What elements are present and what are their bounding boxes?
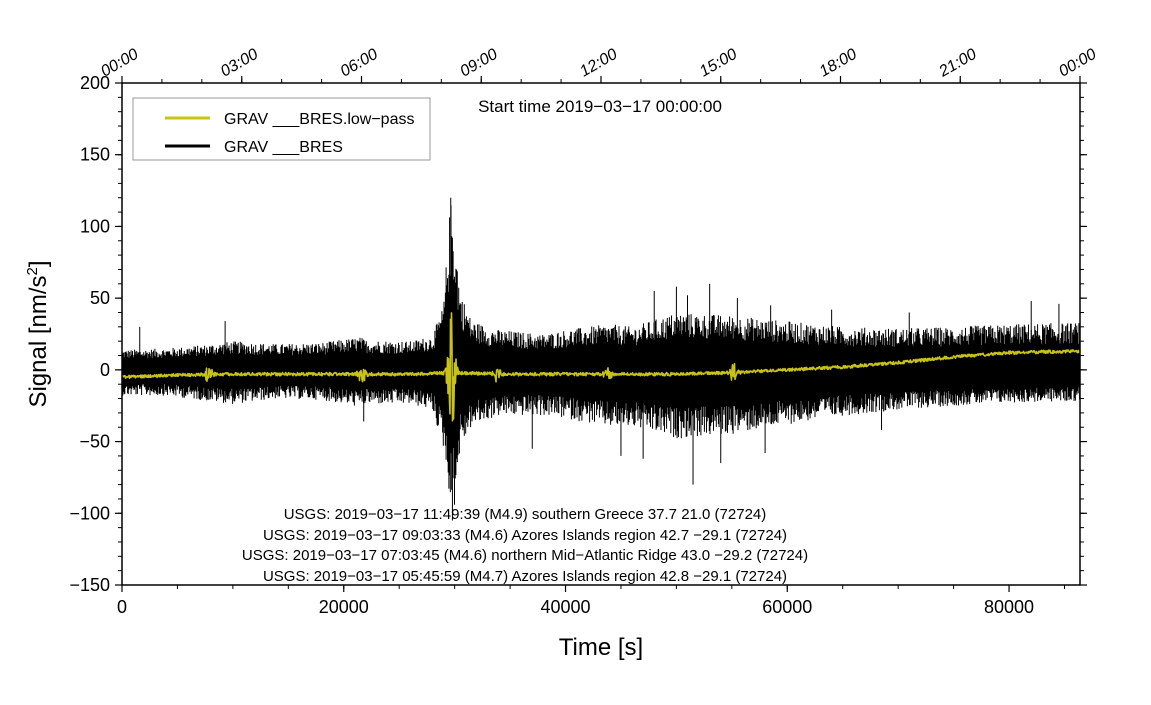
x-axis-title: Time [s]	[559, 634, 643, 661]
series-raw-signal	[122, 205, 1080, 505]
y-tick-label: −100	[69, 503, 110, 523]
event-annotation: USGS: 2019−03−17 11:49:39 (M4.9) souther…	[284, 506, 767, 523]
plot-area	[122, 197, 1080, 521]
event-annotation: USGS: 2019−03−17 09:03:33 (M4.6) Azores …	[263, 527, 787, 544]
event-annotation: USGS: 2019−03−17 05:45:59 (M4.7) Azores …	[263, 568, 787, 585]
y-tick-label: 50	[90, 288, 110, 308]
top-tick-label: 03:00	[218, 46, 261, 81]
y-tick-label: 200	[80, 73, 110, 93]
legend-box	[132, 97, 431, 161]
top-tick-label: 09:00	[457, 46, 500, 81]
top-tick-label: 12:00	[577, 46, 620, 81]
series-lowpass-signal	[122, 312, 1080, 422]
y-axis-title-main: Signal [nm/s	[25, 275, 52, 407]
top-tick-label: 15:00	[697, 46, 740, 81]
top-tick-label: 00:00	[1056, 46, 1099, 81]
top-tick-label: 06:00	[338, 46, 381, 81]
y-tick-label: 150	[80, 145, 110, 165]
x-tick-label: 40000	[540, 597, 590, 617]
data-layer	[122, 197, 1080, 521]
annotation-layer: USGS: 2019−03−17 11:49:39 (M4.9) souther…	[242, 506, 808, 585]
legend: GRAV ___BRES.low−pass GRAV ___BRES	[132, 97, 431, 161]
y-tick-label: −50	[79, 432, 110, 452]
top-tick-label: 00:00	[98, 46, 141, 81]
x-tick-label: 80000	[984, 597, 1034, 617]
y-axis-title-superscript: 2	[24, 267, 41, 275]
y-tick-label: 0	[100, 360, 110, 380]
y-axis-title-suffix: ]	[25, 260, 52, 267]
x-tick-label: 20000	[319, 597, 369, 617]
legend-label-raw: GRAV ___BRES	[224, 139, 343, 156]
x-tick-label: 60000	[762, 597, 812, 617]
y-axis-title: Signal [nm/s2]	[24, 260, 52, 407]
top-tick-label: 21:00	[936, 46, 980, 81]
y-tick-label: 100	[80, 216, 110, 236]
event-annotation: USGS: 2019−03−17 07:03:45 (M4.6) norther…	[242, 547, 808, 564]
top-tick-label: 18:00	[817, 46, 860, 81]
y-tick-label: −150	[69, 575, 110, 595]
start-time-label: Start time 2019−03−17 00:00:00	[478, 97, 722, 116]
x-tick-label: 0	[117, 597, 127, 617]
legend-label-lowpass: GRAV ___BRES.low−pass	[224, 111, 414, 128]
